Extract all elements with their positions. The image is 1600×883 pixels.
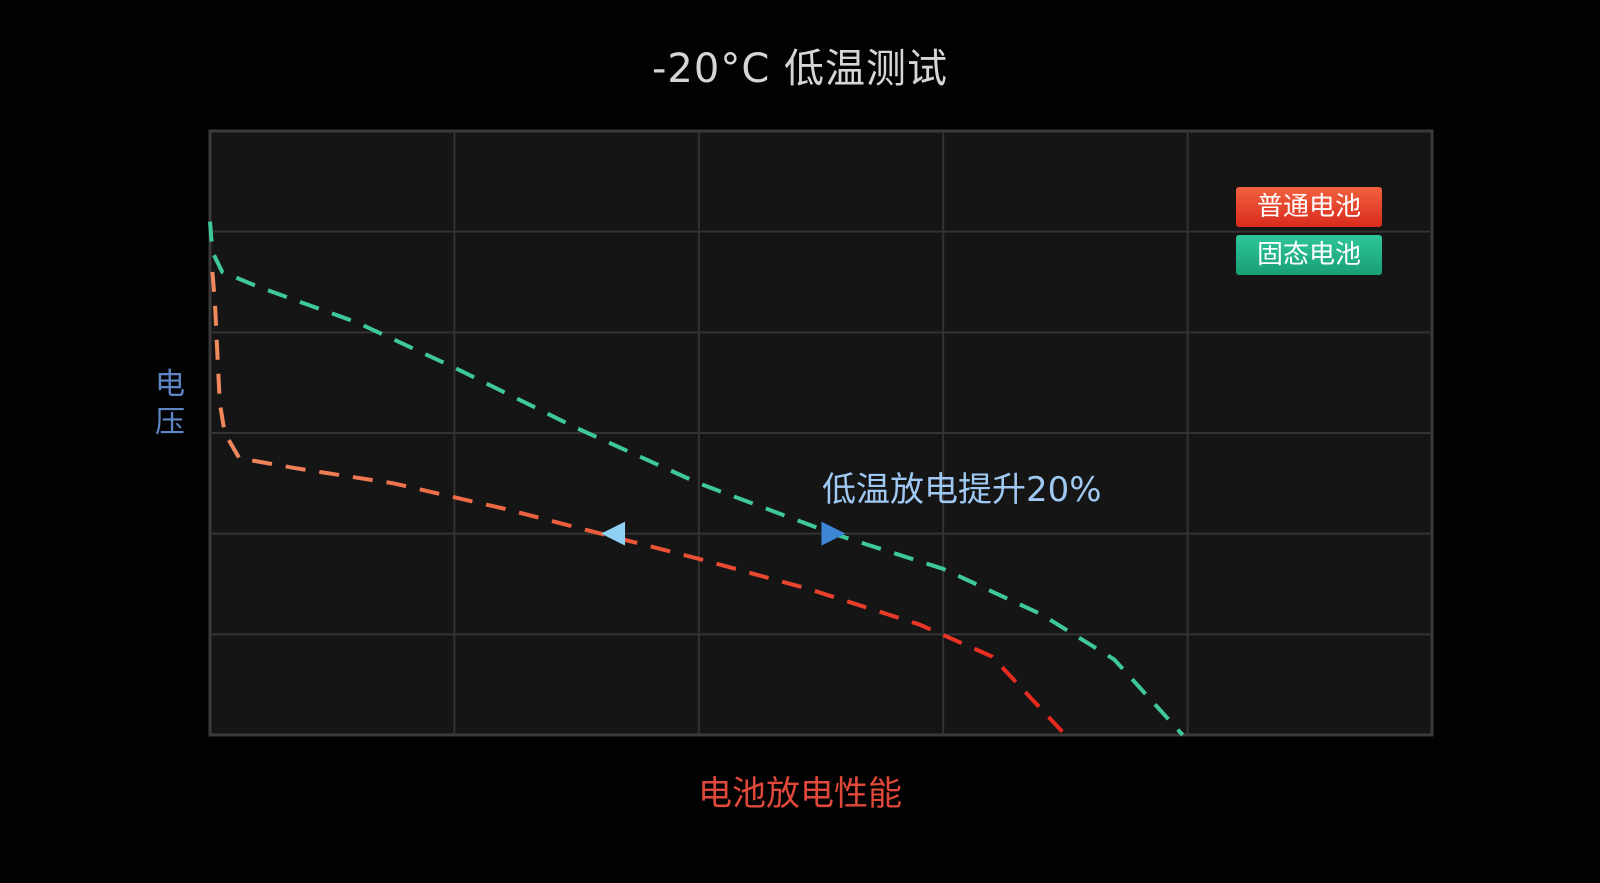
legend-item-normal-battery: 普通电池 [1236, 187, 1382, 227]
chart-title: -20°C 低温测试 [652, 46, 948, 92]
series-line-normal-battery [210, 271, 1067, 737]
annotation-arrow-head-right [821, 521, 846, 546]
y-axis-label: 电压 [155, 367, 185, 440]
annotation-arrow-head-left [601, 521, 626, 546]
series-line-solid-battery [208, 221, 1185, 737]
annotation-text: 低温放电提升20% [822, 470, 1102, 510]
x-axis-label: 电池放电性能 [698, 774, 902, 814]
legend-item-solid-battery: 固态电池 [1236, 235, 1382, 275]
